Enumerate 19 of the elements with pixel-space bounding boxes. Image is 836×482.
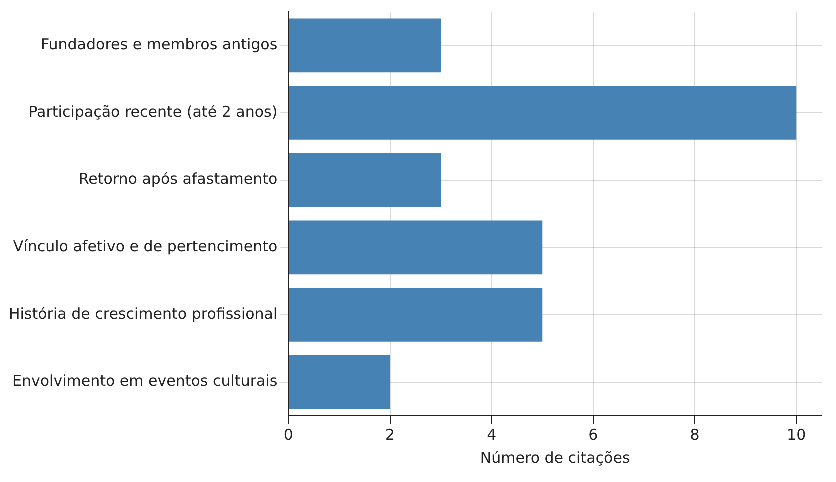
x-tick-label: 6: [588, 426, 598, 444]
y-tick-label: Vínculo afetivo e de pertencimento: [13, 238, 278, 256]
y-tick-label: Envolvimento em eventos culturais: [12, 372, 278, 390]
x-tick-label: 10: [787, 426, 806, 444]
x-axis-title: Número de citações: [480, 448, 630, 467]
bar: [289, 18, 442, 73]
bar: [289, 153, 442, 208]
y-tick-label: História de crescimento profissional: [8, 304, 278, 323]
y-tick-label: Fundadores e membros antigos: [40, 36, 278, 54]
bar: [289, 288, 543, 342]
y-tick-label: Participação recente (até 2 anos): [28, 102, 278, 121]
bar: [289, 355, 390, 410]
x-tick-label: 4: [487, 426, 497, 444]
x-tick-label: 0: [284, 426, 294, 444]
y-tick-label: Retorno após afastamento: [78, 170, 278, 188]
bar: [289, 220, 543, 275]
bar: [289, 86, 797, 140]
x-tick-label: 2: [385, 426, 396, 444]
x-tick-label: 8: [690, 426, 700, 444]
